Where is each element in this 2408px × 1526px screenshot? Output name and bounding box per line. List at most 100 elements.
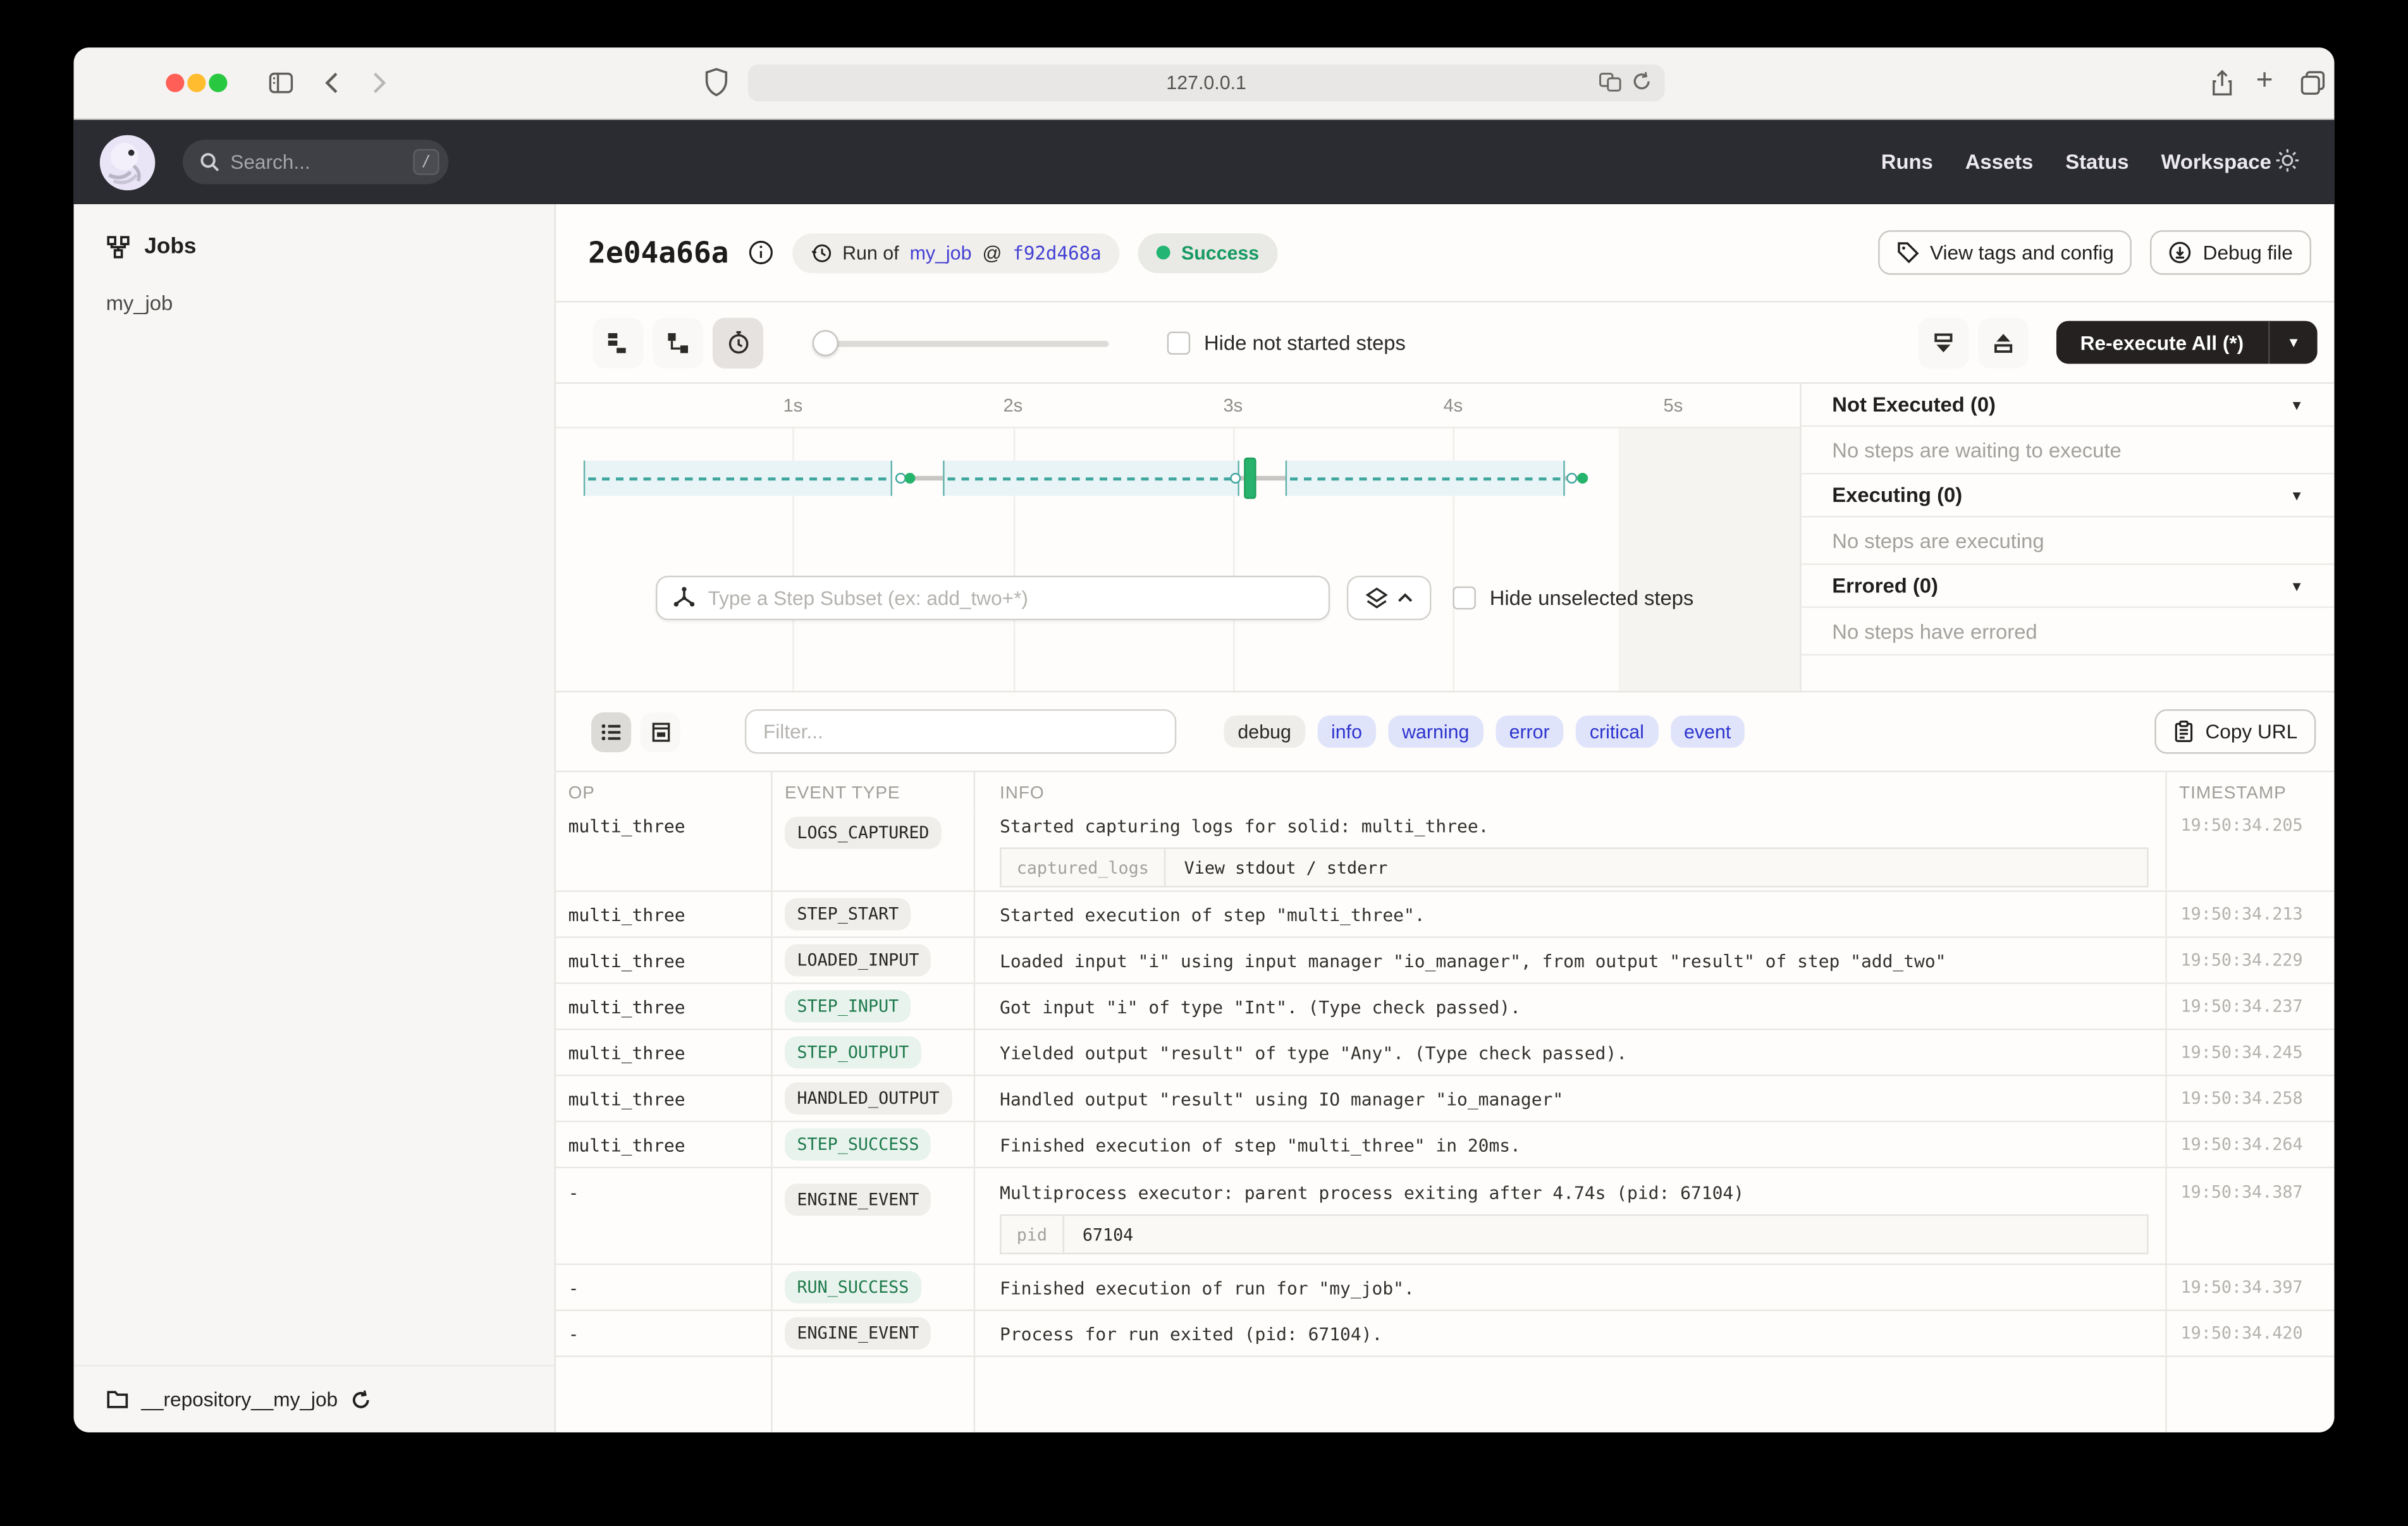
timed-view-button[interactable] — [712, 317, 763, 368]
close-window-button[interactable] — [166, 73, 185, 92]
filler-cell — [773, 1357, 976, 1432]
commit-link[interactable]: f92d468a — [1012, 241, 1102, 264]
op-cell: - — [556, 1265, 773, 1310]
info-cell: Finished execution of step "multi_three"… — [975, 1122, 2167, 1167]
status-section-header[interactable]: Executing (0) ▼ — [1801, 474, 2335, 518]
info-text: Got input "i" of type "Int". (Type check… — [999, 995, 1521, 1017]
log-row[interactable]: multi_three STEP_SUCCESS Finished executio… — [556, 1122, 2335, 1169]
timestamp-cell: 19:50:34.420 — [2180, 1323, 2303, 1343]
step-status-panel: Not Executed (0) ▼ No steps are waiting to… — [1800, 384, 2335, 691]
chevron-down-icon: ▼ — [2290, 487, 2304, 503]
status-section-header[interactable]: Errored (0) ▼ — [1801, 565, 2335, 608]
share-icon[interactable] — [2208, 69, 2236, 98]
op-cell: - — [556, 1310, 773, 1356]
back-icon[interactable] — [319, 69, 347, 97]
level-filter-warning[interactable]: warning — [1388, 715, 1484, 748]
log-table-filler — [556, 1357, 2334, 1432]
axis-gridline — [1012, 428, 1015, 691]
status-section-header[interactable]: Not Executed (0) ▼ — [1801, 384, 2335, 427]
log-filter-input[interactable] — [744, 709, 1177, 754]
zoom-window-button[interactable] — [209, 73, 228, 92]
level-filter-info[interactable]: info — [1317, 715, 1376, 748]
log-row[interactable]: multi_three STEP_OUTPUT Yielded output "re… — [556, 1030, 2335, 1077]
expand-all-button[interactable] — [1977, 317, 2029, 368]
global-search-input[interactable]: Search... / — [182, 139, 449, 185]
info-text: Finished execution of run for "my_job". — [999, 1276, 1415, 1298]
level-filter-event[interactable]: event — [1670, 715, 1745, 748]
zoom-slider[interactable] — [812, 329, 1109, 356]
gantt-open-marker[interactable] — [1229, 472, 1241, 484]
collapse-all-button[interactable] — [1917, 317, 1969, 368]
timestamp-cell: 19:50:34.397 — [2180, 1277, 2303, 1298]
nav-item-assets[interactable]: Assets — [1965, 150, 2034, 174]
log-structured-view-button[interactable] — [640, 711, 680, 752]
level-filter-error[interactable]: error — [1495, 715, 1564, 748]
info-icon[interactable] — [747, 240, 773, 266]
tab-overview-icon[interactable] — [2299, 69, 2327, 97]
step-subset-input[interactable] — [708, 586, 1313, 610]
translate-icon[interactable] — [1599, 71, 1621, 92]
log-row[interactable]: multi_three HANDLED_OUTPUT Handled output … — [556, 1076, 2335, 1123]
graph-query-toggle-button[interactable] — [1346, 575, 1432, 621]
info-cell: Loaded input "i" using input manager "io… — [975, 937, 2167, 983]
gantt-bar-marker[interactable] — [1244, 457, 1257, 499]
refresh-icon[interactable] — [1631, 71, 1652, 92]
minimize-window-button[interactable] — [187, 73, 206, 92]
metadata-value[interactable]: View stdout / stderr — [1184, 857, 1388, 877]
gantt-dot-marker[interactable] — [1577, 472, 1588, 484]
op-cell: multi_three — [556, 1076, 773, 1121]
status-section-title: Not Executed (0) — [1832, 393, 1996, 417]
log-row[interactable]: - ENGINE_EVENT Multiprocess executor: pare… — [556, 1168, 2335, 1266]
run-header: 2e04a66a Run of my_job @ f92d468a Succes… — [556, 204, 2335, 303]
hide-unselected-checkbox[interactable] — [1453, 586, 1476, 610]
log-list-view-button[interactable] — [591, 711, 632, 752]
flat-view-button[interactable] — [593, 317, 644, 368]
debug-file-label: Debug file — [2202, 241, 2293, 264]
shield-icon[interactable] — [703, 68, 729, 97]
view-tags-config-button[interactable]: View tags and config — [1877, 230, 2132, 275]
hide-not-started-checkbox[interactable] — [1167, 331, 1191, 354]
forward-icon[interactable] — [364, 69, 392, 97]
settings-gear-icon[interactable] — [2275, 147, 2300, 178]
reload-repository-icon[interactable] — [350, 1389, 371, 1410]
waterfall-view-button[interactable] — [653, 317, 704, 368]
op-selector-icon — [673, 587, 695, 607]
success-dot-icon — [1157, 245, 1170, 260]
timestamp-cell: 19:50:34.245 — [2180, 1042, 2303, 1063]
debug-file-button[interactable]: Debug file — [2151, 230, 2311, 275]
filler-cell — [556, 1357, 773, 1432]
nav-item-workspace[interactable]: Workspace — [2161, 150, 2271, 174]
info-text: Yielded output "result" of type "Any". (… — [999, 1041, 1628, 1063]
log-row[interactable]: multi_three STEP_INPUT Got input "i" of ty… — [556, 984, 2335, 1030]
nav-item-runs[interactable]: Runs — [1881, 150, 1933, 174]
level-filter-critical[interactable]: critical — [1575, 715, 1658, 748]
url-bar[interactable]: 127.0.0.1 — [747, 64, 1665, 102]
repository-row: __repository__my_job — [73, 1364, 555, 1432]
job-link[interactable]: my_job — [909, 241, 972, 264]
new-tab-icon[interactable]: + — [2256, 64, 2273, 97]
reexecute-dropdown-button[interactable]: ▼ — [2270, 320, 2318, 364]
gantt-area[interactable] — [556, 428, 1800, 691]
info-text: Process for run exited (pid: 67104). — [999, 1322, 1383, 1345]
expand-all-icon — [1993, 333, 2012, 352]
sidebar-item-my-job[interactable]: my_job — [106, 291, 173, 315]
step-subset-input-wrap[interactable] — [655, 575, 1330, 621]
jobs-icon — [107, 236, 130, 259]
reexecute-all-button[interactable]: Re-execute All (*) — [2055, 320, 2270, 364]
sidebar-toggle-icon[interactable] — [267, 69, 295, 97]
log-row[interactable]: multi_three LOADED_INPUT Loaded input "i" … — [556, 937, 2335, 984]
level-filter-debug[interactable]: debug — [1224, 715, 1305, 748]
log-row[interactable]: - ENGINE_EVENT Process for run exited (pid… — [556, 1310, 2335, 1357]
dagster-logo-icon[interactable] — [99, 134, 156, 190]
gantt-open-marker[interactable] — [1566, 472, 1578, 484]
nav-item-status[interactable]: Status — [2065, 150, 2129, 174]
log-row[interactable]: - RUN_SUCCESS Finished execution of run fo… — [556, 1265, 2335, 1311]
copy-url-button[interactable]: Copy URL — [2154, 709, 2316, 754]
slider-knob[interactable] — [812, 329, 838, 356]
log-row-clipped[interactable]: multi_three LOGS_CAPTURED Started capturin… — [556, 815, 2335, 892]
op-cell: multi_three — [556, 984, 773, 1029]
gantt-dot-marker[interactable] — [904, 472, 915, 484]
log-row[interactable]: multi_three STEP_START Started execution o… — [556, 891, 2335, 938]
